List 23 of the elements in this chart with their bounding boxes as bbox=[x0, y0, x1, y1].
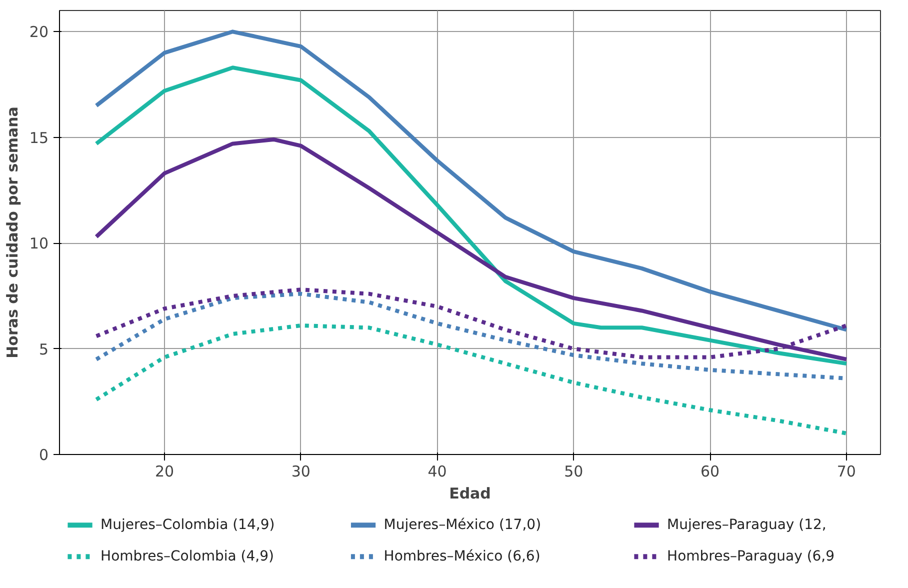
x-tick-label: 70 bbox=[836, 462, 856, 480]
legend-label: Hombres–Paraguay (6,9 bbox=[667, 548, 835, 565]
y-tick-label: 5 bbox=[38, 340, 49, 358]
legend-label: Hombres–México (6,6) bbox=[384, 548, 540, 565]
x-tick-label: 20 bbox=[154, 462, 174, 480]
x-tick-label: 30 bbox=[291, 462, 310, 480]
legend-label: Mujeres–Colombia (14,9) bbox=[100, 517, 275, 534]
legend-label: Hombres–Colombia (4,9) bbox=[100, 548, 274, 565]
x-tick-label: 50 bbox=[564, 462, 584, 480]
line-series bbox=[94, 66, 848, 366]
y-tick-label: 0 bbox=[38, 446, 49, 464]
x-tick-label: 60 bbox=[700, 462, 720, 480]
y-tick-label: 20 bbox=[29, 23, 49, 42]
y-tick-label: 10 bbox=[29, 234, 49, 253]
line-series bbox=[94, 324, 848, 436]
line-series bbox=[94, 137, 848, 362]
y-axis-title: Horas de cuidado por semana bbox=[3, 106, 22, 358]
line-series bbox=[94, 30, 848, 332]
legend-label: Mujeres–México (17,0) bbox=[384, 517, 542, 534]
y-tick-label: 15 bbox=[29, 128, 49, 147]
x-tick-label: 40 bbox=[428, 462, 447, 480]
legend-label: Mujeres–Paraguay (12, bbox=[667, 517, 826, 534]
x-axis-title: Edad bbox=[449, 484, 491, 502]
